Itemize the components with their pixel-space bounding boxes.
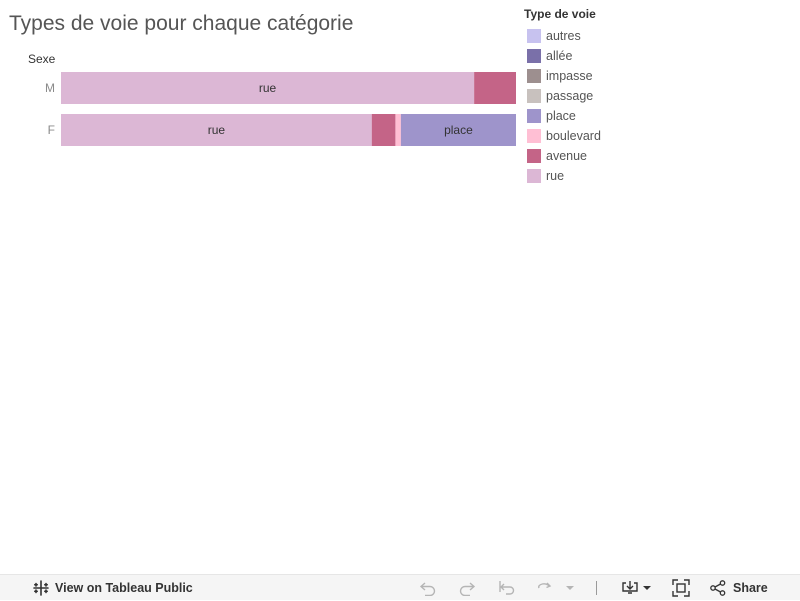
fullscreen-button[interactable] <box>672 575 690 601</box>
undo-icon <box>419 580 437 596</box>
view-on-tableau-button[interactable]: View on Tableau Public <box>33 575 193 601</box>
legend-title: Type de voie <box>524 7 596 21</box>
refresh-menu-button[interactable] <box>565 575 575 601</box>
chevron-down-icon <box>565 583 575 593</box>
chevron-down-icon <box>642 583 652 593</box>
legend-item-allée[interactable]: allée <box>524 46 644 66</box>
legend: Type de voie autres allée impasse passage pl… <box>524 6 644 186</box>
legend-swatch <box>527 49 541 63</box>
legend-item-autres[interactable]: autres <box>524 26 644 46</box>
redo-icon <box>458 580 476 596</box>
bar-segment-F-rue[interactable] <box>61 114 372 146</box>
legend-swatch <box>527 169 541 183</box>
legend-label: allée <box>546 49 573 63</box>
legend-swatch <box>527 29 541 43</box>
legend-label: place <box>546 109 576 123</box>
tableau-logo-icon <box>33 580 49 596</box>
row-axis-title: Sexe <box>28 52 56 66</box>
bar-segment-F-avenue[interactable] <box>371 114 396 146</box>
mark-label-F-place: place <box>444 123 473 137</box>
download-menu-button[interactable] <box>642 575 652 601</box>
mark-label-M-rue: rue <box>259 81 277 95</box>
legend-swatch <box>527 129 541 143</box>
toolbar-divider <box>596 581 597 595</box>
bar-segment-M-rue[interactable] <box>61 72 475 104</box>
mark-label-F-rue: rue <box>208 123 226 137</box>
legend-item-boulevard[interactable]: boulevard <box>524 126 644 146</box>
legend-label: boulevard <box>546 129 601 143</box>
bar-segment-M-avenue[interactable] <box>474 72 516 104</box>
bar-segment-F-place[interactable] <box>400 114 516 146</box>
bar-segment-F-boulevard[interactable] <box>395 114 401 146</box>
legend-list: autres allée impasse passage place boulevard a… <box>524 26 644 186</box>
fullscreen-icon <box>672 579 690 597</box>
revert-button[interactable] <box>498 575 516 601</box>
legend-item-impasse[interactable]: impasse <box>524 66 644 86</box>
legend-label: autres <box>546 29 581 43</box>
legend-label: impasse <box>546 69 593 83</box>
share-icon <box>710 580 726 596</box>
legend-item-passage[interactable]: passage <box>524 86 644 106</box>
legend-swatch <box>527 69 541 83</box>
legend-swatch <box>527 89 541 103</box>
refresh-button[interactable] <box>535 575 553 601</box>
chart-title: Types de voie pour chaque catégorie <box>9 12 354 35</box>
legend-swatch <box>527 149 541 163</box>
legend-item-place[interactable]: place <box>524 106 644 126</box>
share-button[interactable]: Share <box>710 575 768 601</box>
download-icon <box>621 580 639 596</box>
view-on-tableau-label: View on Tableau Public <box>55 581 193 595</box>
legend-label: rue <box>546 169 565 183</box>
legend-item-avenue[interactable]: avenue <box>524 146 644 166</box>
refresh-icon <box>535 580 553 596</box>
share-label: Share <box>733 581 768 595</box>
row-label-F: F <box>48 123 55 137</box>
redo-button[interactable] <box>458 575 476 601</box>
revert-icon <box>498 580 516 596</box>
tableau-toolbar: View on Tableau Public <box>0 574 800 600</box>
undo-button[interactable] <box>419 575 437 601</box>
legend-label: passage <box>546 89 594 103</box>
download-button[interactable] <box>621 575 639 601</box>
row-label-M: M <box>45 81 55 95</box>
legend-label: avenue <box>546 149 588 163</box>
legend-item-rue[interactable]: rue <box>524 166 644 186</box>
legend-swatch <box>527 109 541 123</box>
